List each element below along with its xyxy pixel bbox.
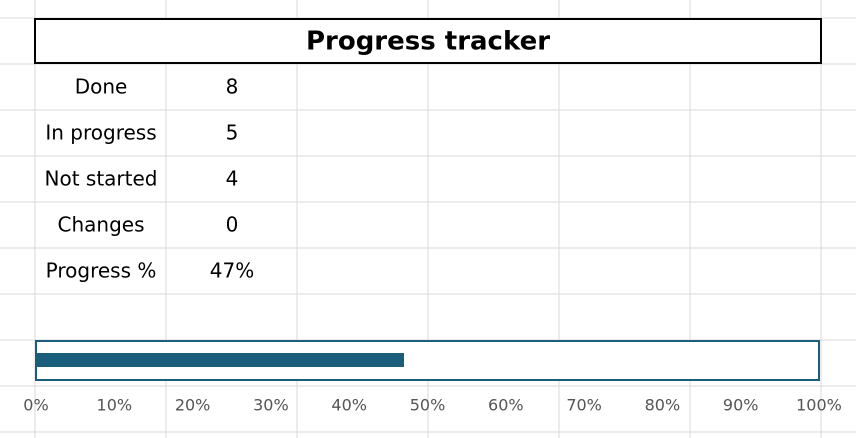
row-label: Not started	[45, 167, 158, 191]
x-tick-label: 80%	[645, 396, 681, 415]
row-value: 5	[226, 121, 239, 145]
row-label: Progress %	[46, 259, 157, 283]
x-tick-label: 10%	[97, 396, 133, 415]
row-label: Changes	[58, 213, 145, 237]
x-tick-label: 60%	[488, 396, 524, 415]
progress-bar	[37, 353, 405, 367]
title-box	[34, 18, 822, 64]
row-label: Done	[75, 75, 128, 99]
x-tick-label: 40%	[331, 396, 367, 415]
x-tick-label: 90%	[723, 396, 759, 415]
x-tick-label: 70%	[566, 396, 602, 415]
row-value: 47%	[210, 259, 254, 283]
row-value: 4	[226, 167, 239, 191]
x-tick-label: 30%	[253, 396, 289, 415]
x-tick-label: 0%	[23, 396, 48, 415]
row-label: In progress	[45, 121, 156, 145]
x-tick-label: 50%	[410, 396, 446, 415]
x-tick-label: 20%	[175, 396, 211, 415]
x-tick-label: 100%	[796, 396, 842, 415]
row-value: 8	[226, 75, 239, 99]
title: Progress tracker	[306, 27, 550, 57]
row-value: 0	[226, 213, 239, 237]
